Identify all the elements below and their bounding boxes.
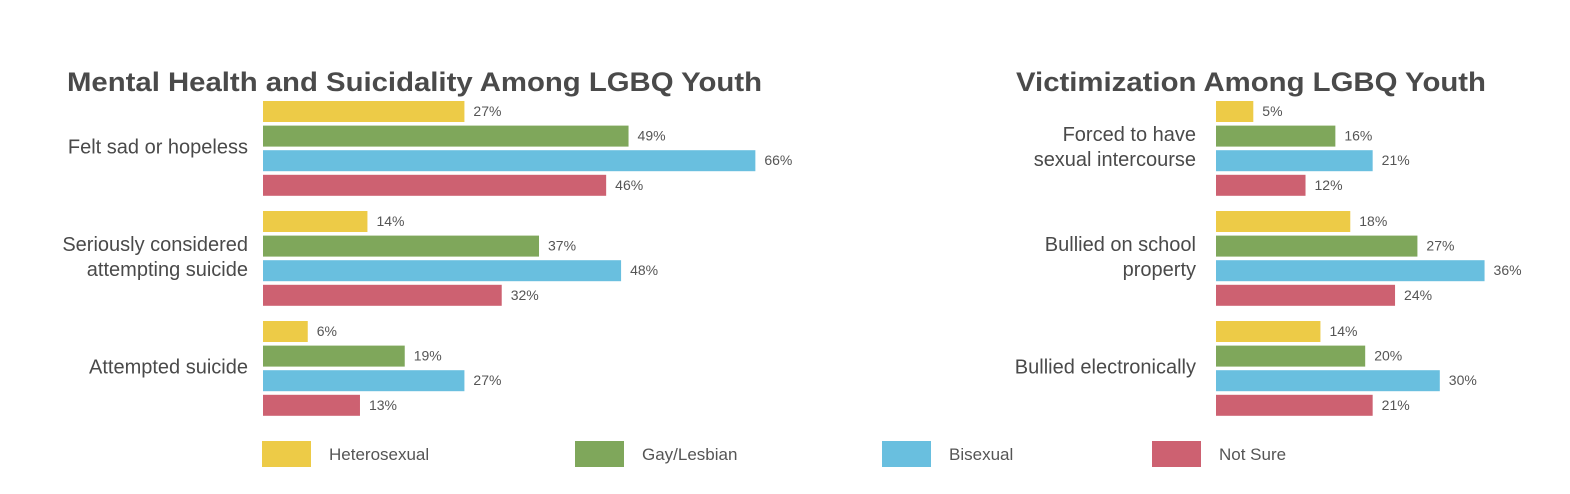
data-label: 12% (1315, 177, 1343, 193)
bar-heterosexual (263, 321, 308, 342)
legend-label: Bisexual (949, 445, 1013, 464)
category-label: Forced to have (1063, 124, 1196, 146)
category-label: sexual intercourse (1034, 149, 1196, 171)
data-label: 21% (1382, 397, 1410, 413)
bar-gay-lesbian (263, 125, 629, 147)
chart-title: Victimization Among LGBQ Youth (1016, 67, 1486, 97)
data-label: 24% (1404, 287, 1432, 303)
data-label: 30% (1449, 372, 1477, 388)
category-label: attempting suicide (87, 259, 248, 281)
bar-heterosexual (263, 211, 368, 232)
bar-not-sure (263, 394, 360, 416)
legend-label: Not Sure (1219, 445, 1286, 464)
bar-gay-lesbian (263, 235, 540, 257)
chart-title: Mental Health and Suicidality Among LGBQ… (67, 67, 762, 97)
bar-gay-lesbian (1216, 235, 1418, 257)
bar-gay-lesbian (263, 345, 405, 367)
data-label: 46% (615, 177, 643, 193)
bar-heterosexual (1216, 211, 1351, 232)
data-label: 16% (1344, 128, 1372, 144)
category-label: Bullied electronically (1015, 356, 1196, 378)
data-label: 32% (511, 287, 539, 303)
legend-swatch (882, 441, 931, 467)
data-label: 5% (1262, 103, 1282, 119)
data-label: 14% (1329, 323, 1357, 339)
data-label: 27% (473, 103, 501, 119)
data-label: 27% (473, 372, 501, 388)
bar-heterosexual (1216, 101, 1254, 122)
category-label: Felt sad or hopeless (68, 136, 248, 158)
data-label: 14% (376, 213, 404, 229)
bar-bisexual (263, 150, 756, 172)
bar-not-sure (1216, 284, 1396, 306)
data-label: 20% (1374, 348, 1402, 364)
legend-swatch (575, 441, 624, 467)
data-label: 37% (548, 238, 576, 254)
bar-heterosexual (263, 101, 465, 122)
category-label: Seriously considered (62, 234, 248, 256)
data-label: 13% (369, 397, 397, 413)
legend-label: Gay/Lesbian (642, 445, 737, 464)
bar-not-sure (1216, 174, 1306, 196)
bar-not-sure (263, 174, 607, 196)
category-label: Attempted suicide (89, 356, 248, 378)
data-label: 49% (638, 128, 666, 144)
bar-bisexual (1216, 370, 1440, 392)
data-label: 21% (1382, 152, 1410, 168)
category-label: Bullied on school (1045, 234, 1196, 256)
bar-bisexual (1216, 150, 1373, 172)
bar-heterosexual (1216, 321, 1321, 342)
data-label: 6% (317, 323, 337, 339)
category-label: property (1123, 259, 1196, 281)
bar-bisexual (263, 260, 622, 282)
bar-not-sure (263, 284, 502, 306)
bar-not-sure (1216, 394, 1373, 416)
data-label: 36% (1494, 262, 1522, 278)
data-label: 19% (414, 348, 442, 364)
bar-bisexual (1216, 260, 1485, 282)
data-label: 27% (1426, 238, 1454, 254)
bar-gay-lesbian (1216, 125, 1336, 147)
legend-swatch (262, 441, 311, 467)
data-label: 48% (630, 262, 658, 278)
bar-bisexual (263, 370, 465, 392)
data-label: 18% (1359, 213, 1387, 229)
bar-gay-lesbian (1216, 345, 1366, 367)
data-label: 66% (764, 152, 792, 168)
legend-swatch (1152, 441, 1201, 467)
legend-label: Heterosexual (329, 445, 429, 464)
